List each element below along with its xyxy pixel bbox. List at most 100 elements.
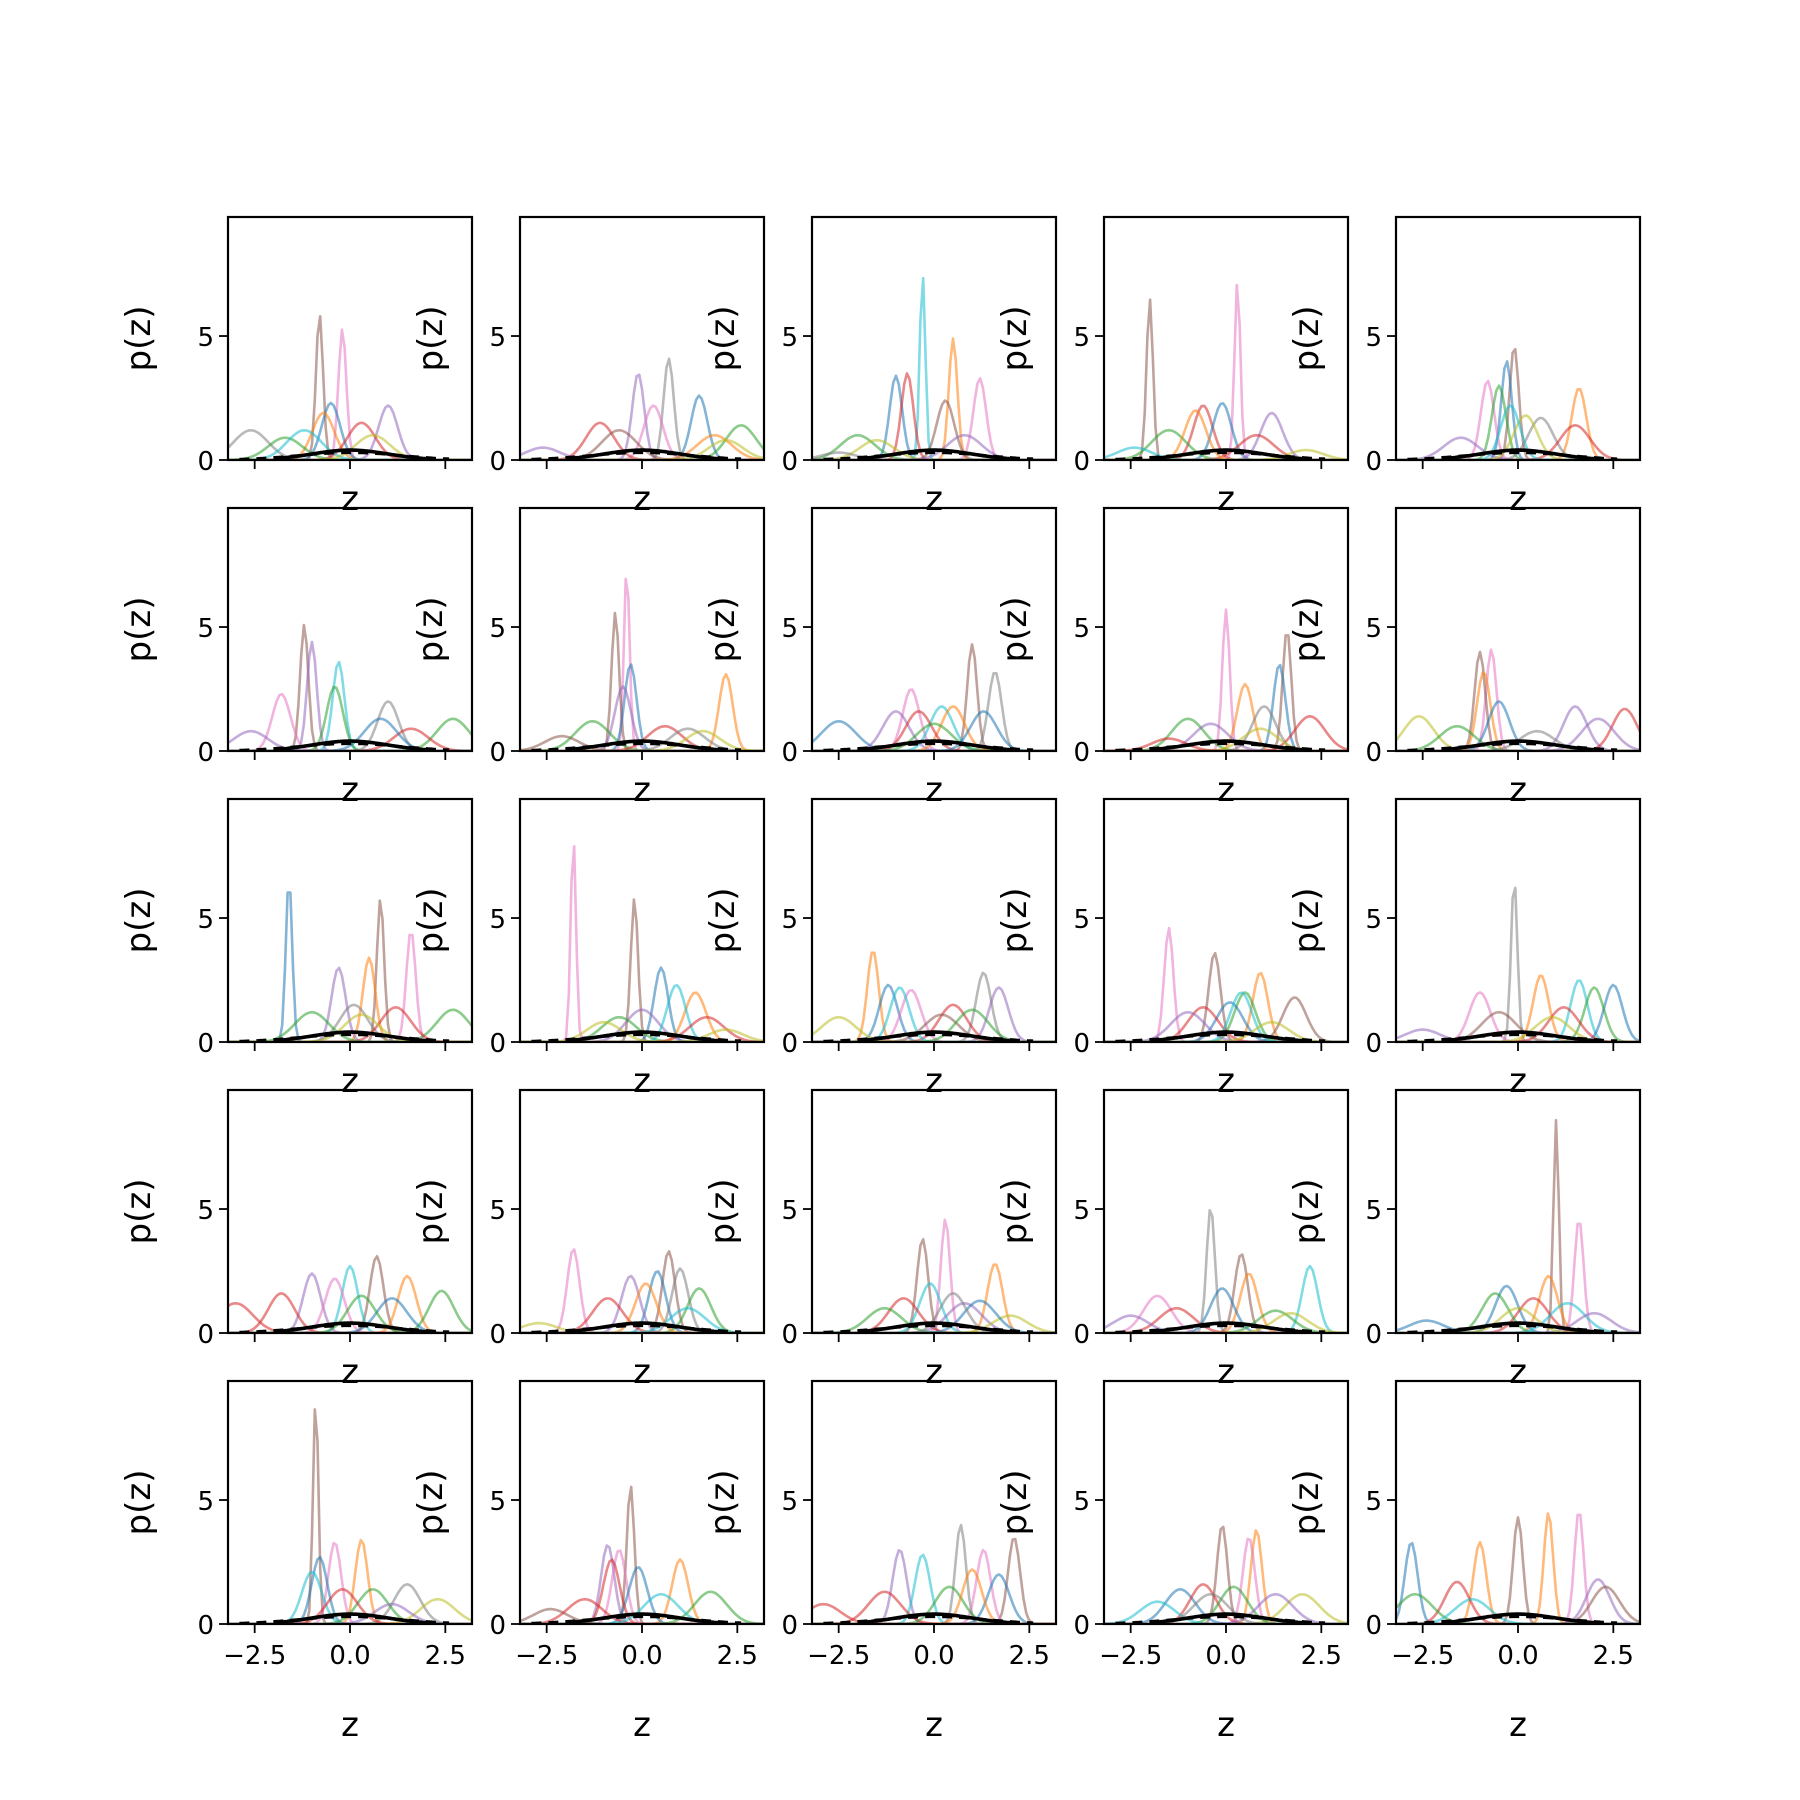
density-curve-6 [520,1607,764,1624]
x-tick-label: 2.5 [1593,1641,1634,1671]
density-curve-5 [1396,986,1640,1042]
x-axis-label: z [341,1705,359,1745]
subplot-r3-c2: 0 5 z p(z) [703,1088,1058,1392]
density-curve-1 [228,1264,472,1333]
x-tick-label: −2.5 [807,1641,870,1671]
subplot-r2-c1: 0 5 z p(z) [411,797,766,1101]
subplot-r4-c0: 0 5 −2.5 0.0 2.5 z p(z) [119,1379,474,1745]
x-tick-label: 0.0 [1497,1641,1538,1671]
density-curve-1 [1104,951,1348,1042]
density-curve-1 [228,328,472,460]
y-tick-label: 0 [489,738,506,768]
density-curve-8 [1396,717,1640,751]
y-tick-label: 5 [1365,905,1382,935]
y-tick-label: 5 [781,905,798,935]
y-axis-label: p(z) [119,1470,159,1536]
reference-curve-solid [1149,448,1303,460]
subplot-r0-c0: 0 5 z p(z) [119,215,474,519]
density-curve-6 [520,433,764,460]
y-axis-label: p(z) [1287,306,1327,372]
x-tick-label: 2.5 [1301,1641,1342,1671]
x-tick-label: 0.0 [1205,1641,1246,1671]
density-curve-3 [228,692,472,751]
x-axis-label: z [925,1705,943,1745]
y-tick-label: 0 [197,447,214,477]
x-tick-label: −2.5 [1391,1641,1454,1671]
x-tick-label: −2.5 [515,1641,578,1671]
x-axis-label: z [1509,1705,1527,1745]
reference-curve-solid [857,448,1011,460]
density-curve-2 [520,1270,764,1333]
subplot-r1-c0: 0 5 z p(z) [119,506,474,810]
y-axis-label: p(z) [703,597,743,663]
density-curve-6 [812,1314,1056,1333]
reference-curve-solid [1149,1612,1303,1624]
density-curve-8 [1396,1319,1640,1333]
density-curve-6 [228,1597,472,1624]
density-curve-7 [520,1015,764,1042]
subplot-plot-area [812,276,1056,460]
density-curve-4 [812,705,1056,751]
density-curve-7 [1104,446,1348,460]
subplot-r4-c1: 0 5 −2.5 0.0 2.5 z p(z) [411,1379,766,1745]
density-curve-6 [1396,1578,1640,1624]
density-curve-3 [520,1274,764,1333]
density-curve-5 [1104,1001,1348,1042]
y-tick-label: 5 [1365,614,1382,644]
density-curve-5 [1104,715,1348,751]
reference-curve-solid [273,1321,427,1333]
y-tick-label: 5 [1073,323,1090,353]
density-curve-8 [228,1588,472,1624]
reference-curve-solid [1441,739,1595,751]
reference-curve-solid [565,1612,719,1624]
density-curve-2 [228,1538,472,1624]
density-curve-6 [812,1015,1056,1042]
density-curve-2 [1104,404,1348,460]
density-curve-9 [1104,1593,1348,1624]
y-axis-label: p(z) [703,888,743,954]
y-axis-label: p(z) [411,597,451,663]
density-curve-2 [520,663,764,751]
y-axis-label: p(z) [703,1470,743,1536]
density-curve-7 [1396,1311,1640,1333]
y-axis-label: p(z) [119,1179,159,1245]
x-axis-label: z [341,1352,359,1392]
y-tick-label: 0 [1365,1611,1382,1641]
x-axis-label: z [341,1061,359,1101]
subplot-plot-area [520,1248,764,1333]
density-curve-5 [812,433,1056,460]
y-tick-label: 0 [1073,1320,1090,1350]
x-axis-label: z [633,1352,651,1392]
y-tick-label: 5 [781,1487,798,1517]
x-tick-label: 0.0 [913,1641,954,1671]
reference-curve-solid [1441,1030,1595,1042]
reference-curve-solid [1149,1321,1303,1333]
reference-curve-solid [857,1321,1011,1333]
y-tick-label: 0 [489,1029,506,1059]
density-curve-4 [228,966,472,1042]
density-curve-9 [228,1013,472,1042]
density-curve-9 [1396,1306,1640,1333]
y-axis-label: p(z) [411,888,451,954]
subplot-r4-c3: 0 5 −2.5 0.0 2.5 z p(z) [995,1379,1350,1745]
reference-curve-solid [565,448,719,460]
x-tick-label: 0.0 [329,1641,370,1671]
density-curve-5 [228,1289,472,1333]
density-curve-4 [1396,1297,1640,1333]
y-tick-label: 5 [489,905,506,935]
subplot-r1-c1: 0 5 z p(z) [411,506,766,810]
density-curve-0 [1104,608,1348,751]
density-curve-5 [228,1003,472,1042]
y-axis-label: p(z) [119,597,159,663]
subplot-r1-c3: 0 5 z p(z) [995,506,1350,810]
y-tick-label: 5 [1073,1196,1090,1226]
x-tick-label: −2.5 [1099,1641,1162,1671]
density-curve-2 [1396,1516,1640,1624]
reference-curve-solid [1441,448,1595,460]
density-curve-9 [1104,448,1348,460]
density-curve-3 [1396,983,1640,1042]
density-curve-9 [1396,404,1640,460]
density-curve-7 [228,1302,472,1333]
y-tick-label: 5 [197,1196,214,1226]
